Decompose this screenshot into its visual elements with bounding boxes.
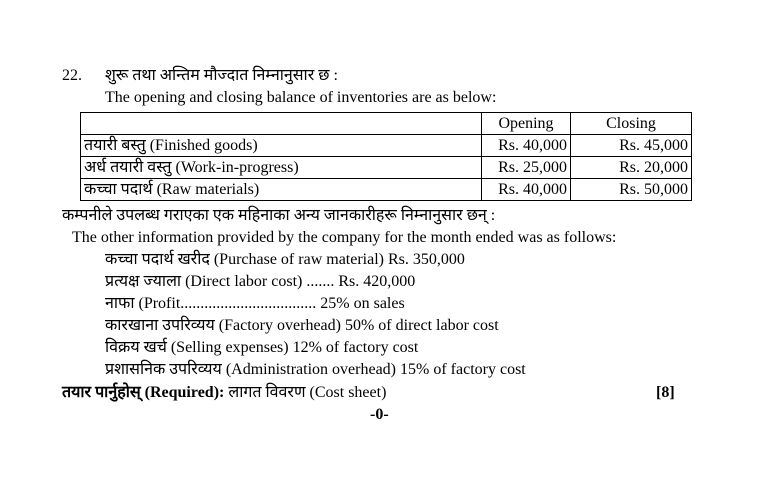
info-item: कारखाना उपरिव्यय (Factory overhead) 50% …	[105, 317, 499, 334]
row-label: अर्ध तयारी वस्तु (Work-in-progress)	[80, 156, 482, 179]
header-cell: Opening	[481, 112, 571, 135]
amount-cell: Rs. 20,000	[570, 156, 692, 179]
amount-cell: Rs. 40,000	[481, 178, 571, 201]
info-english: The other information provided by the co…	[72, 229, 617, 246]
required-line: तयार पार्नुहोस् (Required): लागत विवरण (…	[62, 383, 386, 403]
intro-nepali: शुरू तथा अन्तिम मौज्दात निम्नानुसार छ :	[105, 67, 338, 84]
info-item: प्रत्यक्ष ज्याला (Direct labor cost) ...…	[105, 273, 416, 290]
required-label: तयार पार्नुहोस् (Required):	[62, 384, 225, 401]
info-item: प्रशासनिक उपरिव्यय (Administration overh…	[105, 361, 526, 378]
amount-cell: Rs. 50,000	[570, 178, 692, 201]
table-row: कच्चा पदार्थ (Raw materials) Rs. 40,000 Rs…	[80, 178, 692, 201]
intro-english: The opening and closing balance of inven…	[105, 89, 497, 106]
amount-cell: Rs. 40,000	[481, 134, 571, 157]
required-text: लागत विवरण (Cost sheet)	[228, 384, 387, 401]
row-label: तयारी बस्तु (Finished goods)	[80, 134, 482, 157]
info-nepali: कम्पनीले उपलब्ध गराएका एक महिनाका अन्य ज…	[62, 207, 496, 224]
page-footer: -0-	[370, 406, 389, 423]
table-header: Opening Closing	[80, 112, 692, 135]
question-number: 22.	[62, 67, 82, 84]
amount-cell: Rs. 45,000	[570, 134, 692, 157]
info-item: कच्चा पदार्थ खरीद (Purchase of raw mater…	[105, 251, 465, 268]
table-row: अर्ध तयारी वस्तु (Work-in-progress) Rs. 2…	[80, 156, 692, 179]
row-label: कच्चा पदार्थ (Raw materials)	[80, 178, 482, 201]
marks: [8]	[656, 384, 675, 401]
header-blank	[80, 112, 482, 135]
amount-cell: Rs. 25,000	[481, 156, 571, 179]
info-item: विक्रय खर्च (Selling expenses) 12% of fa…	[105, 339, 419, 356]
info-item: नाफा (Profit............................…	[105, 295, 405, 312]
table-row: तयारी बस्तु (Finished goods) Rs. 40,000 Rs…	[80, 134, 692, 157]
inventory-table: Opening Closing तयारी बस्तु (Finished go…	[80, 112, 692, 201]
header-cell: Closing	[570, 112, 692, 135]
